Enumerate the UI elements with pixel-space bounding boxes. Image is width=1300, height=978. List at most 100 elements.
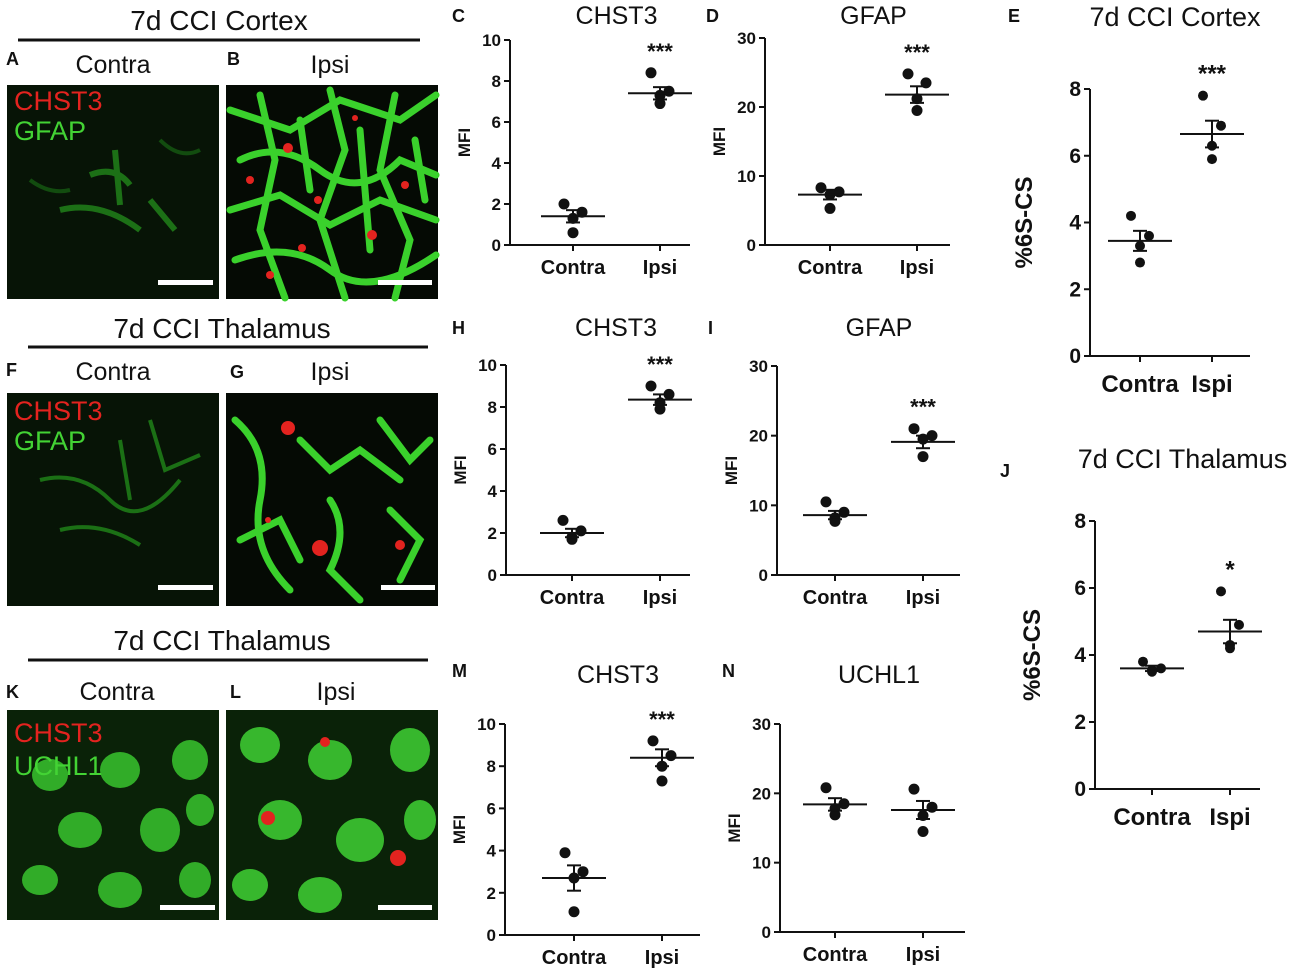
chart-h: CHST3 0 2 4 6 8 10 Contra Ipsi MFI *** [451, 314, 692, 609]
y-tick-label: 10 [477, 715, 496, 734]
y-tick-label: 10 [482, 31, 501, 50]
micrograph-g [226, 393, 438, 606]
y-tick-label: 8 [492, 72, 501, 91]
y-tick-label: 20 [749, 427, 768, 446]
x-category-label: Contra [803, 944, 868, 966]
y-axis-label: MFI [722, 456, 741, 485]
y-tick-label: 0 [1074, 778, 1086, 801]
x-category-label: Contra [803, 587, 868, 609]
chart-title: 7d CCI Thalamus [1078, 444, 1288, 474]
condition-label: Ipsi [311, 51, 350, 79]
y-tick-label: 0 [487, 926, 496, 945]
stain-label-red: CHST3 [14, 718, 103, 748]
data-point [663, 388, 675, 400]
y-tick-label: 0 [759, 566, 768, 585]
y-axis-label: MFI [455, 128, 474, 157]
chart-title: GFAP [840, 2, 907, 30]
scale-bar [160, 905, 215, 910]
significance-label: *** [647, 39, 673, 64]
section-title-cortex: 7d CCI Cortex [130, 5, 307, 36]
y-tick-label: 6 [487, 799, 496, 818]
chart-title: CHST3 [575, 314, 657, 342]
y-tick-label: 4 [487, 842, 497, 861]
y-axis-label: %6S-CS [1019, 609, 1046, 701]
data-point [575, 525, 587, 537]
data-point [647, 735, 659, 747]
panel-label-g: G [230, 362, 244, 382]
y-tick-label: 2 [1074, 711, 1086, 734]
chart-title: CHST3 [577, 661, 659, 689]
data-point [1216, 120, 1226, 131]
scale-bar [378, 905, 432, 910]
chart-title: CHST3 [576, 2, 658, 30]
data-point [557, 514, 569, 526]
y-axis-label: %6S-CS [1011, 176, 1038, 268]
data-point [559, 847, 571, 859]
x-category-label: Ipsi [645, 947, 679, 969]
y-tick-label: 2 [487, 884, 496, 903]
data-point [1144, 230, 1154, 241]
y-tick-label: 20 [752, 784, 771, 803]
data-point [568, 906, 580, 918]
panel-label-b: B [227, 49, 240, 69]
panel-label-n: N [722, 661, 735, 681]
y-tick-label: 6 [1074, 577, 1086, 600]
y-tick-label: 8 [487, 757, 496, 776]
y-tick-label: 4 [1074, 644, 1086, 667]
data-point [908, 783, 920, 795]
y-axis-label: MFI [725, 813, 744, 842]
data-point [911, 104, 923, 116]
stain-label-green: UCHL1 [14, 751, 103, 781]
micrograph-b [226, 85, 440, 302]
y-tick-label: 10 [478, 356, 497, 375]
data-point [1138, 656, 1148, 667]
data-point [926, 801, 938, 813]
scale-bar [158, 280, 213, 285]
data-point [654, 403, 666, 415]
chart-d: GFAP 0 10 20 30 Contra Ipsi MFI *** [710, 2, 950, 279]
data-point [1216, 586, 1226, 597]
significance-label: *** [904, 40, 930, 65]
x-category-label: Ispi [1209, 804, 1250, 831]
panel-label-c: C [452, 6, 465, 26]
stain-label-red: CHST3 [14, 86, 103, 116]
micrograph-a [7, 85, 219, 299]
data-point [908, 423, 920, 435]
y-tick-label: 4 [1069, 212, 1081, 235]
micrograph-l [226, 710, 438, 920]
panel-label-f: F [6, 360, 17, 380]
significance-label: *** [910, 395, 936, 420]
data-point [1126, 210, 1136, 221]
x-category-label: Contra [1101, 371, 1179, 398]
data-point [1135, 257, 1145, 268]
panel-label-h: H [452, 318, 465, 338]
condition-label: Ipsi [317, 678, 356, 706]
panel-label-a: A [6, 49, 19, 69]
x-category-label: Contra [542, 947, 607, 969]
scale-bar [378, 280, 432, 285]
y-tick-label: 30 [737, 29, 756, 48]
micrograph-f [7, 393, 219, 606]
y-tick-label: 6 [488, 440, 497, 459]
x-category-label: Ipsi [900, 257, 934, 279]
scale-bar [381, 585, 435, 590]
section-title-thalamus-2: 7d CCI Thalamus [113, 625, 330, 656]
y-tick-label: 0 [762, 923, 771, 942]
panel-label-m: M [452, 661, 467, 681]
micrograph-k [7, 710, 219, 920]
significance-label: *** [647, 352, 673, 377]
y-tick-label: 2 [492, 195, 501, 214]
x-category-label: Contra [540, 587, 605, 609]
data-point [1198, 90, 1208, 101]
chart-m: CHST3 0 2 4 6 8 10 Contra Ipsi MFI *** [450, 661, 700, 969]
panel-label-d: D [706, 6, 719, 26]
data-point [902, 68, 914, 80]
y-tick-label: 8 [1069, 78, 1081, 101]
y-tick-label: 8 [1074, 510, 1086, 533]
y-tick-label: 10 [749, 496, 768, 515]
data-point [645, 380, 657, 392]
condition-label: Contra [75, 358, 150, 386]
data-point [645, 67, 657, 79]
chart-n: UCHL1 0 10 20 30 Contra Ipsi MFI [725, 661, 965, 966]
